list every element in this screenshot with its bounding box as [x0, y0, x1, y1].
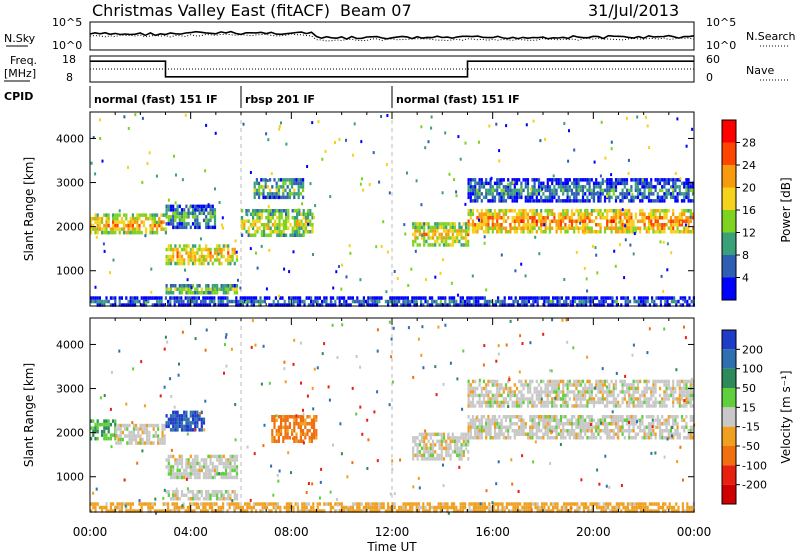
- colorbar-tick: 8: [742, 249, 749, 262]
- power-colorbar: 4 8 12 16 20 24 28 Power [dB]: [721, 119, 793, 301]
- time-axis: 00:00 04:00 08:00 12:00 16:00 20:00 00:00: [73, 525, 712, 539]
- freq-label-2: [MHz]: [4, 67, 36, 80]
- nsky-tick-high: 10^5: [52, 16, 82, 29]
- nave-tick-high: 60: [706, 53, 720, 66]
- cpid-segment-label: rbsp 201 IF: [245, 93, 315, 106]
- colorbar-tick: 4: [742, 272, 749, 285]
- colorbar-swatch: [722, 349, 736, 369]
- colorbar-swatch: [722, 255, 736, 278]
- x-axis-title: Time UT: [366, 540, 417, 554]
- colorbar-tick: 16: [742, 204, 756, 217]
- colorbar-tick: -100: [742, 459, 767, 472]
- colorbar-tick: 28: [742, 137, 756, 150]
- colorbar-swatch: [722, 142, 736, 165]
- plot-title: Christmas Valley East (fitACF): [92, 1, 330, 20]
- nave-label: Nave: [746, 64, 774, 77]
- colorbar-swatch: [722, 368, 736, 388]
- nsearch-tick-high: 10^5: [706, 16, 736, 29]
- power-panel-y-tick: 1000: [56, 265, 84, 278]
- velocity-colorbar: 200 100 50 15 -15 -50 -100 -200 Velocity [m s⁻¹]: [721, 329, 793, 505]
- colorbar-swatch: [722, 187, 736, 210]
- colorbar-swatch: [722, 165, 736, 188]
- time-tick-label: 00:00: [73, 525, 108, 539]
- nsky-trace: [89, 30, 695, 40]
- colorbar-swatch: [722, 446, 736, 466]
- time-tick-label: 04:00: [173, 525, 208, 539]
- nsearch-trace: [89, 33, 695, 42]
- colorbar-tick: 12: [742, 227, 756, 240]
- cpid-segment-label: normal (fast) 151 IF: [396, 93, 520, 106]
- time-tick-label: 12:00: [375, 525, 410, 539]
- time-tick-label: 00:00: [677, 525, 712, 539]
- beam-label: Beam 07: [340, 1, 412, 20]
- date-label: 31/Jul/2013: [588, 1, 679, 20]
- colorbar-tick: 20: [742, 182, 756, 195]
- colorbar-label: Velocity [m s⁻¹]: [779, 370, 793, 463]
- colorbar-tick: 15: [742, 401, 756, 414]
- colorbar-swatch: [722, 232, 736, 255]
- colorbar-swatch: [722, 407, 736, 427]
- cpid-label: CPID: [4, 90, 33, 103]
- time-tick-label: 08:00: [274, 525, 309, 539]
- colorbar-swatch: [722, 465, 736, 485]
- colorbar-swatch: [722, 388, 736, 408]
- power-panel-y-label: Slant Range [km]: [22, 157, 36, 261]
- freq-label-1: Freq.: [10, 54, 37, 67]
- nsearch-tick-low: 10^0: [706, 39, 736, 52]
- colorbar-tick: 24: [742, 159, 756, 172]
- colorbar-tick: 100: [742, 363, 763, 376]
- noise-strip-frame: [89, 21, 695, 51]
- time-tick-label: 20:00: [576, 525, 611, 539]
- colorbar-swatch: [722, 120, 736, 143]
- colorbar-tick: -15: [742, 421, 760, 434]
- colorbar-tick: 200: [742, 343, 763, 356]
- nsky-tick-low: 10^0: [52, 39, 82, 52]
- colorbar-swatch: [722, 210, 736, 233]
- cpid-segments: normal (fast) 151 IF rbsp 201 IF normal (f…: [89, 86, 520, 108]
- freq-tick-high: 18: [62, 53, 76, 66]
- velocity-panel-y-label: Slant Range [km]: [22, 363, 36, 467]
- velocity-panel-y-tick: 1000: [56, 471, 84, 484]
- nsky-label: N.Sky: [4, 32, 36, 45]
- velocity-panel-y-tick: 3000: [56, 383, 84, 396]
- colorbar-tick: -50: [742, 440, 760, 453]
- colorbar-label: Power [dB]: [779, 177, 793, 242]
- colorbar-swatch: [722, 277, 736, 300]
- freq-tick-low: 8: [66, 71, 73, 84]
- power-panel-y-tick: 3000: [56, 177, 84, 190]
- velocity-panel-y-tick: 4000: [56, 338, 84, 351]
- colorbar-tick: -200: [742, 479, 767, 492]
- colorbar-tick: 50: [742, 382, 756, 395]
- cpid-segment-label: normal (fast) 151 IF: [94, 93, 218, 106]
- colorbar-swatch: [722, 330, 736, 350]
- velocity-panel-y-tick: 2000: [56, 427, 84, 440]
- nave-tick-low: 0: [706, 71, 713, 84]
- colorbar-swatch: [722, 426, 736, 446]
- freq-trace: [90, 60, 694, 78]
- power-panel: 1000 2000 3000 4000 Slant Range [km]: [22, 111, 695, 307]
- power-panel-y-tick: 2000: [56, 221, 84, 234]
- colorbar-swatch: [722, 484, 736, 504]
- time-tick-label: 16:00: [475, 525, 510, 539]
- power-panel-y-tick: 4000: [56, 132, 84, 145]
- nsearch-label: N.Search: [746, 30, 796, 43]
- velocity-panel: 1000 2000 3000 4000 Slant Range [km]: [22, 317, 696, 515]
